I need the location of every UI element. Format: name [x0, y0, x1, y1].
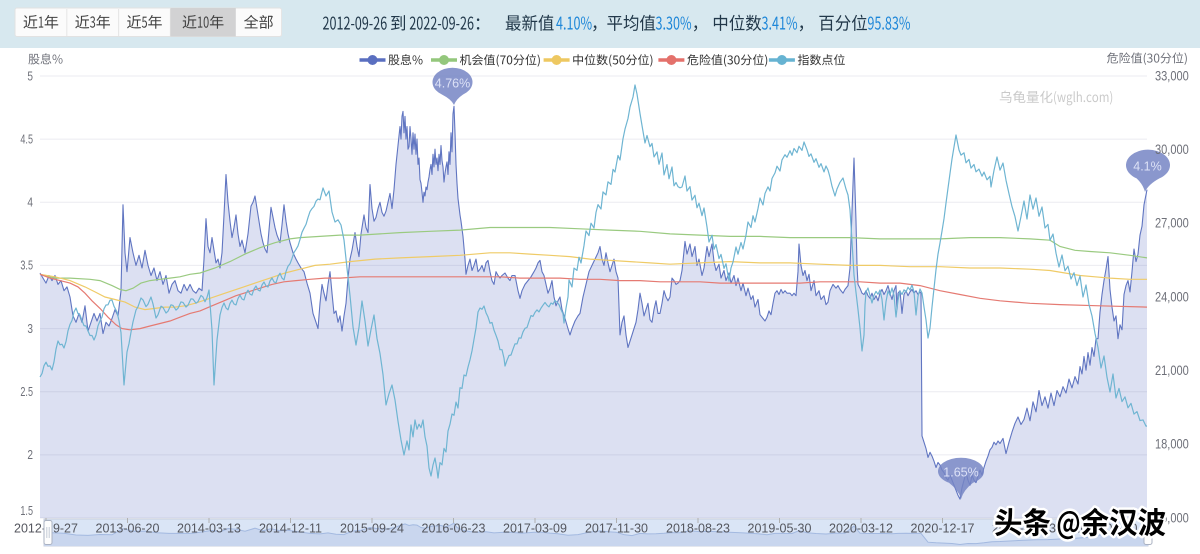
- svg-text:2018-08-23: 2018-08-23: [666, 522, 730, 536]
- svg-text:4.5: 4.5: [20, 131, 33, 146]
- svg-text:2017-11-30: 2017-11-30: [585, 522, 648, 536]
- svg-text:2017-03-09: 2017-03-09: [503, 522, 567, 536]
- svg-text:24,000: 24,000: [1155, 289, 1189, 304]
- svg-text:2014-12-11: 2014-12-11: [259, 522, 322, 536]
- svg-text:3: 3: [27, 321, 33, 336]
- svg-text:2019-05-30: 2019-05-30: [748, 522, 812, 536]
- svg-text:2016-06-23: 2016-06-23: [422, 522, 486, 536]
- svg-text:2: 2: [27, 447, 33, 462]
- svg-text:2.5: 2.5: [20, 384, 33, 399]
- svg-text:2014-03-13: 2014-03-13: [177, 522, 241, 536]
- svg-text:5: 5: [27, 68, 33, 83]
- svg-text:2020-03-12: 2020-03-12: [829, 522, 893, 536]
- svg-text:33,000: 33,000: [1155, 68, 1189, 83]
- svg-text:18,000: 18,000: [1155, 437, 1189, 452]
- svg-text:4.76%: 4.76%: [435, 77, 470, 91]
- svg-text:4.1%: 4.1%: [1133, 160, 1162, 174]
- svg-text:27,000: 27,000: [1155, 216, 1189, 231]
- svg-text:2013-06-20: 2013-06-20: [96, 522, 160, 536]
- svg-text:4: 4: [27, 195, 33, 210]
- svg-text:2015-09-24: 2015-09-24: [340, 522, 404, 536]
- svg-text:2020-12-17: 2020-12-17: [911, 522, 975, 536]
- svg-text:1.65%: 1.65%: [943, 466, 978, 480]
- svg-text:30,000: 30,000: [1155, 142, 1189, 157]
- svg-text:21,000: 21,000: [1155, 363, 1189, 378]
- svg-text:1.5: 1.5: [20, 503, 33, 518]
- svg-text:3.5: 3.5: [20, 258, 33, 273]
